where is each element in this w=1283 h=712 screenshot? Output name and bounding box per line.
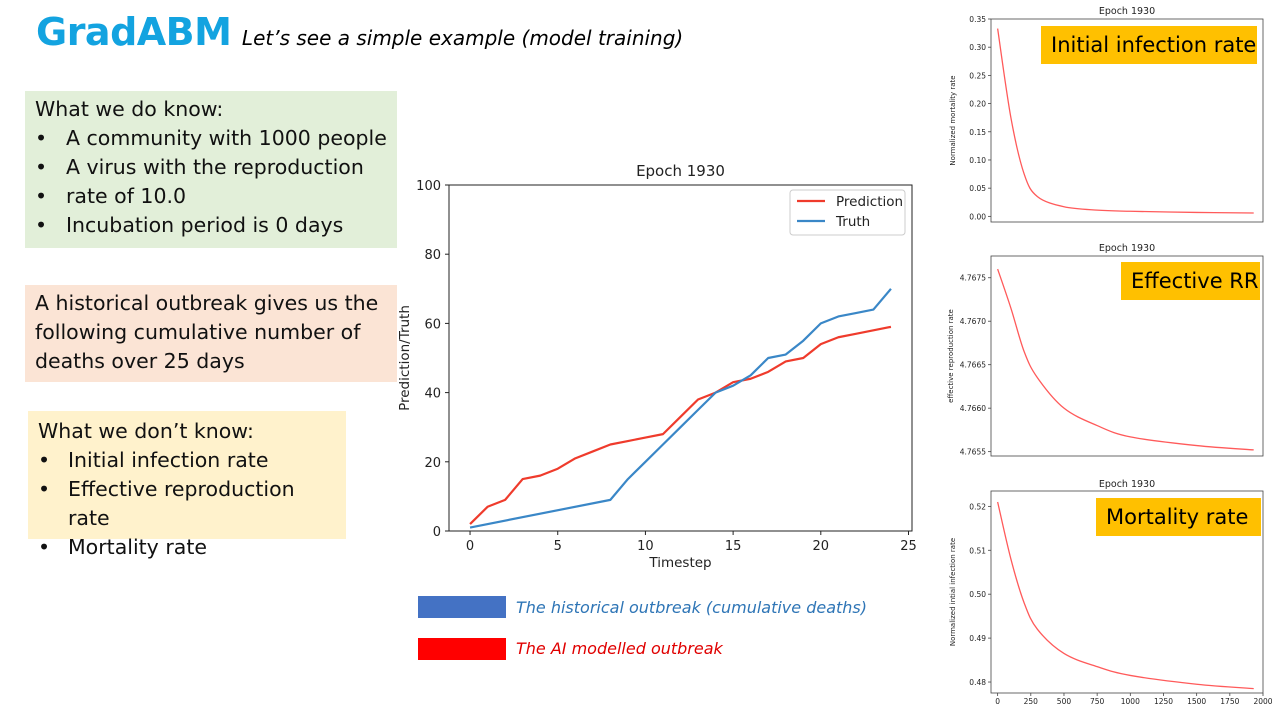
slide-subtitle: Let’s see a simple example (model traini… [241,26,684,50]
small-series-line [997,501,1254,690]
small-y-tick-label: 0.20 [969,100,986,109]
known-item: Incubation period is 0 days [35,211,387,240]
x-tick-label: 15 [725,539,742,554]
known-item: A community with 1000 people [35,124,387,153]
x-tick-label: 5 [554,539,562,554]
small-plot-frame [990,18,1264,223]
legend-label: Truth [835,214,870,230]
known-list: A community with 1000 people A virus wit… [35,124,387,240]
small-x-tick-label: 1500 [1187,697,1206,706]
known-item-continued: rate of 10.0 [35,182,387,211]
known-item-continuation: rate of 10.0 [66,184,187,208]
small-y-tick-label: 0.48 [969,678,986,687]
historical-legend-swatch [418,596,506,618]
initial-infection-tag: Initial infection rate [1041,26,1257,64]
small-y-tick-label: 0.50 [969,590,986,599]
small-x-tick-label: 250 [1024,697,1039,706]
small-plot-frame [990,255,1264,457]
small-x-tick-label: 1000 [1121,697,1140,706]
x-tick-label: 10 [637,539,654,554]
x-tick-label: 0 [466,539,474,554]
historical-legend-label: The historical outbreak (cumulative deat… [516,598,867,617]
slide-title: GradABM Let’s see a simple example (mode… [36,10,683,54]
small-y-tick-label: 0.30 [969,43,986,52]
small-y-tick-label: 0.05 [969,184,986,193]
small-y-tick-label: 0.51 [969,546,986,555]
unknown-item: Mortality rate [38,533,336,562]
x-axis-label: Timestep [648,555,711,571]
y-tick-label: 60 [424,317,441,332]
x-tick-label: 25 [900,539,917,554]
mortality-rate-tag: Mortality rate [1096,498,1261,536]
historical-line: A historical outbreak gives us the [35,291,379,315]
plot-frame [448,184,913,532]
small-x-tick-label: 500 [1057,697,1072,706]
small-y-tick-label: 4.7660 [960,404,986,413]
historical-line: deaths over 25 days [35,349,245,373]
small-y-axis-label: Normalized mortality rate [949,75,957,165]
y-tick-label: 100 [416,179,441,194]
ai-legend-swatch [418,638,506,660]
small-chart-title: Epoch 1930 [1099,6,1155,17]
small-y-tick-label: 0.49 [969,634,986,643]
small-y-tick-label: 0.25 [969,71,986,80]
small-y-axis-label: Normalized intial infection rate [949,538,957,646]
small-y-tick-label: 4.7655 [960,448,986,457]
truth-line [469,288,892,529]
small-y-tick-label: 0.00 [969,212,986,221]
small-y-tick-label: 0.35 [969,15,986,24]
small-y-axis-label: effective reproduction rate [947,309,955,403]
prediction-line [469,325,892,525]
historical-line: following cumulative number of [35,320,361,344]
historical-box: A historical outbreak gives us the follo… [25,285,397,382]
unknown-item: Initial infection rate [38,446,336,475]
y-tick-label: 0 [433,525,441,540]
y-tick-label: 80 [424,248,441,263]
small-series-line [997,268,1254,451]
y-tick-label: 40 [424,387,441,402]
small-x-tick-label: 1750 [1220,697,1239,706]
y-tick-label: 20 [424,456,441,471]
small-x-tick-label: 750 [1090,697,1105,706]
unknown-list: Initial infection rate Effective reprodu… [38,446,336,562]
small-y-tick-label: 0.15 [969,128,986,137]
known-item: A virus with the reproduction [35,153,387,182]
unknown-item: Effective reproduction rate [38,475,336,533]
known-heading: What we do know: [35,97,224,121]
small-plot-frame [990,490,1264,694]
unknown-heading: What we don’t know: [38,419,254,443]
small-y-tick-label: 4.7665 [960,361,986,370]
small-series-line [996,28,1254,214]
brand-title: GradABM [36,10,232,54]
small-y-tick-label: 4.7675 [960,274,986,283]
small-y-tick-label: 0.52 [969,502,986,511]
small-chart-title: Epoch 1930 [1099,243,1155,254]
small-y-tick-label: 0.10 [969,156,986,165]
small-y-tick-label: 4.7670 [960,317,986,326]
effective-rr-tag: Effective RR [1121,262,1260,300]
small-x-tick-label: 0 [995,697,1000,706]
x-tick-label: 20 [813,539,830,554]
ai-legend-label: The AI modelled outbreak [516,639,723,658]
small-x-tick-label: 2000 [1253,697,1272,706]
unknown-box: What we don’t know: Initial infection ra… [28,411,346,562]
known-box: What we do know: A community with 1000 p… [25,91,397,248]
small-chart-title: Epoch 1930 [1099,479,1155,490]
small-x-tick-label: 1250 [1154,697,1173,706]
y-axis-label: Prediction/Truth [397,305,413,411]
chart-title: Epoch 1930 [636,162,725,180]
legend-label: Prediction [836,194,903,210]
